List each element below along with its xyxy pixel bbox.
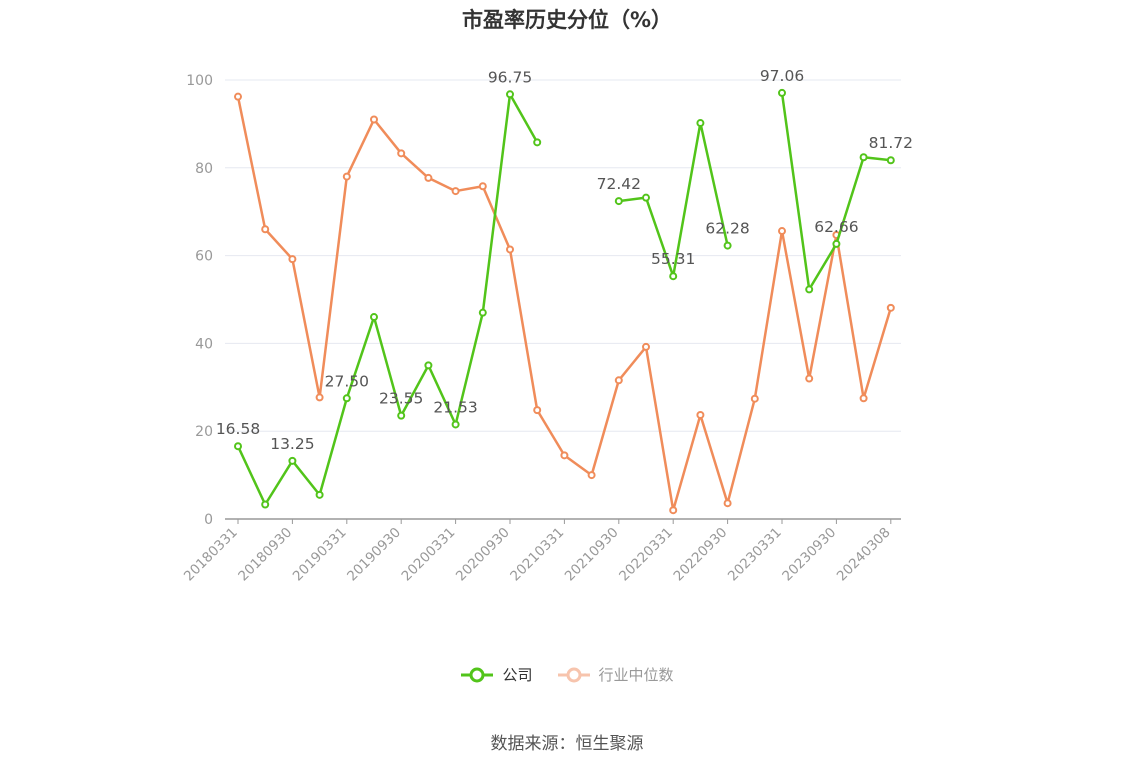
data-label: 62.66 <box>814 218 858 236</box>
data-point-industry <box>315 393 324 402</box>
x-tick-label: 20230930 <box>779 525 839 585</box>
data-point-industry <box>778 227 786 236</box>
data-point-industry <box>451 187 460 196</box>
data-point-industry <box>669 506 678 515</box>
x-tick-label: 20220930 <box>671 525 731 585</box>
x-tick-label: 20210930 <box>562 525 622 585</box>
data-point-company <box>642 193 650 202</box>
y-tick-label: 60 <box>195 249 213 265</box>
data-point-industry <box>424 173 433 182</box>
x-tick-label: 20200331 <box>399 525 459 585</box>
data-point-industry <box>261 225 270 234</box>
data-point-industry <box>614 376 623 385</box>
data-point-company <box>478 308 487 317</box>
x-tick-label: 20230331 <box>725 525 785 585</box>
legend-item-company[interactable]: 公司 <box>460 664 533 685</box>
legend-label-industry: 行业中位数 <box>598 666 674 684</box>
legend-label-company: 公司 <box>502 666 533 684</box>
series-line-company <box>780 92 891 291</box>
data-point-industry <box>859 394 868 403</box>
data-point-company <box>778 88 786 97</box>
data-point-industry <box>397 149 406 158</box>
data-point-company <box>234 442 242 451</box>
data-label: 27.50 <box>325 372 369 390</box>
x-tick-label: 20220331 <box>616 525 676 585</box>
data-point-company <box>723 241 732 250</box>
data-point-industry <box>533 406 542 415</box>
data-label: 96.75 <box>488 68 532 86</box>
y-tick-label: 40 <box>195 336 213 352</box>
data-point-industry <box>560 451 569 460</box>
data-label: 13.25 <box>270 435 314 453</box>
data-point-industry <box>234 92 242 101</box>
x-tick-label: 20190930 <box>344 525 404 585</box>
y-tick-label: 100 <box>186 73 213 89</box>
x-tick-label: 20240308 <box>834 525 894 585</box>
data-point-company <box>315 490 324 499</box>
data-point-industry <box>805 374 814 383</box>
data-point-company <box>614 197 623 206</box>
x-tick-label: 20190331 <box>290 525 350 585</box>
data-point-industry <box>886 303 895 312</box>
chart-title: 市盈率历史分位（%） <box>461 8 673 32</box>
data-point-industry <box>288 255 297 264</box>
data-point-industry <box>642 342 650 351</box>
data-label: 81.72 <box>869 134 913 152</box>
x-tick-label: 20180930 <box>235 525 295 585</box>
data-point-company <box>533 138 542 147</box>
data-point-company <box>859 153 868 162</box>
legend-item-industry[interactable]: 行业中位数 <box>557 664 674 685</box>
data-point-industry <box>478 182 487 191</box>
data-point-company <box>832 239 841 248</box>
y-tick-label: 0 <box>204 512 213 528</box>
data-point-industry <box>723 499 732 508</box>
data-label: 97.06 <box>760 67 804 85</box>
data-point-company <box>451 420 460 429</box>
data-point-industry <box>750 394 759 403</box>
x-tick-label: 20180331 <box>181 525 241 585</box>
data-point-company <box>805 285 814 294</box>
data-label: 62.28 <box>705 220 749 238</box>
data-point-company <box>506 90 514 99</box>
data-point-company <box>669 272 678 281</box>
series-line-company <box>236 93 539 506</box>
data-point-company <box>261 500 270 509</box>
data-point-company <box>397 411 406 420</box>
data-point-company <box>424 361 433 370</box>
data-point-industry <box>342 172 351 181</box>
legend-line-marker-icon <box>461 667 494 682</box>
data-point-company <box>696 119 705 128</box>
data-label: 23.55 <box>379 390 423 408</box>
y-tick-label: 20 <box>195 424 213 440</box>
data-point-company <box>288 456 297 465</box>
legend: 公司 行业中位数 <box>0 664 1134 685</box>
data-point-company <box>886 156 895 165</box>
data-label: 72.42 <box>597 175 641 193</box>
data-point-industry <box>506 245 514 254</box>
data-label: 21.53 <box>433 398 477 416</box>
data-point-company <box>342 394 351 403</box>
series-line-industry <box>236 96 892 512</box>
y-tick-label: 80 <box>195 161 213 177</box>
data-point-industry <box>370 115 378 124</box>
x-tick-label: 20200930 <box>453 525 513 585</box>
data-label: 55.31 <box>651 250 695 268</box>
data-point-company <box>370 313 378 322</box>
legend-line-marker-icon <box>557 667 590 682</box>
data-point-industry <box>587 471 596 480</box>
x-tick-label: 20210331 <box>507 525 567 585</box>
data-label: 16.58 <box>216 420 260 438</box>
data-point-industry <box>696 410 705 419</box>
data-source: 数据来源：恒生聚源 <box>490 734 644 754</box>
